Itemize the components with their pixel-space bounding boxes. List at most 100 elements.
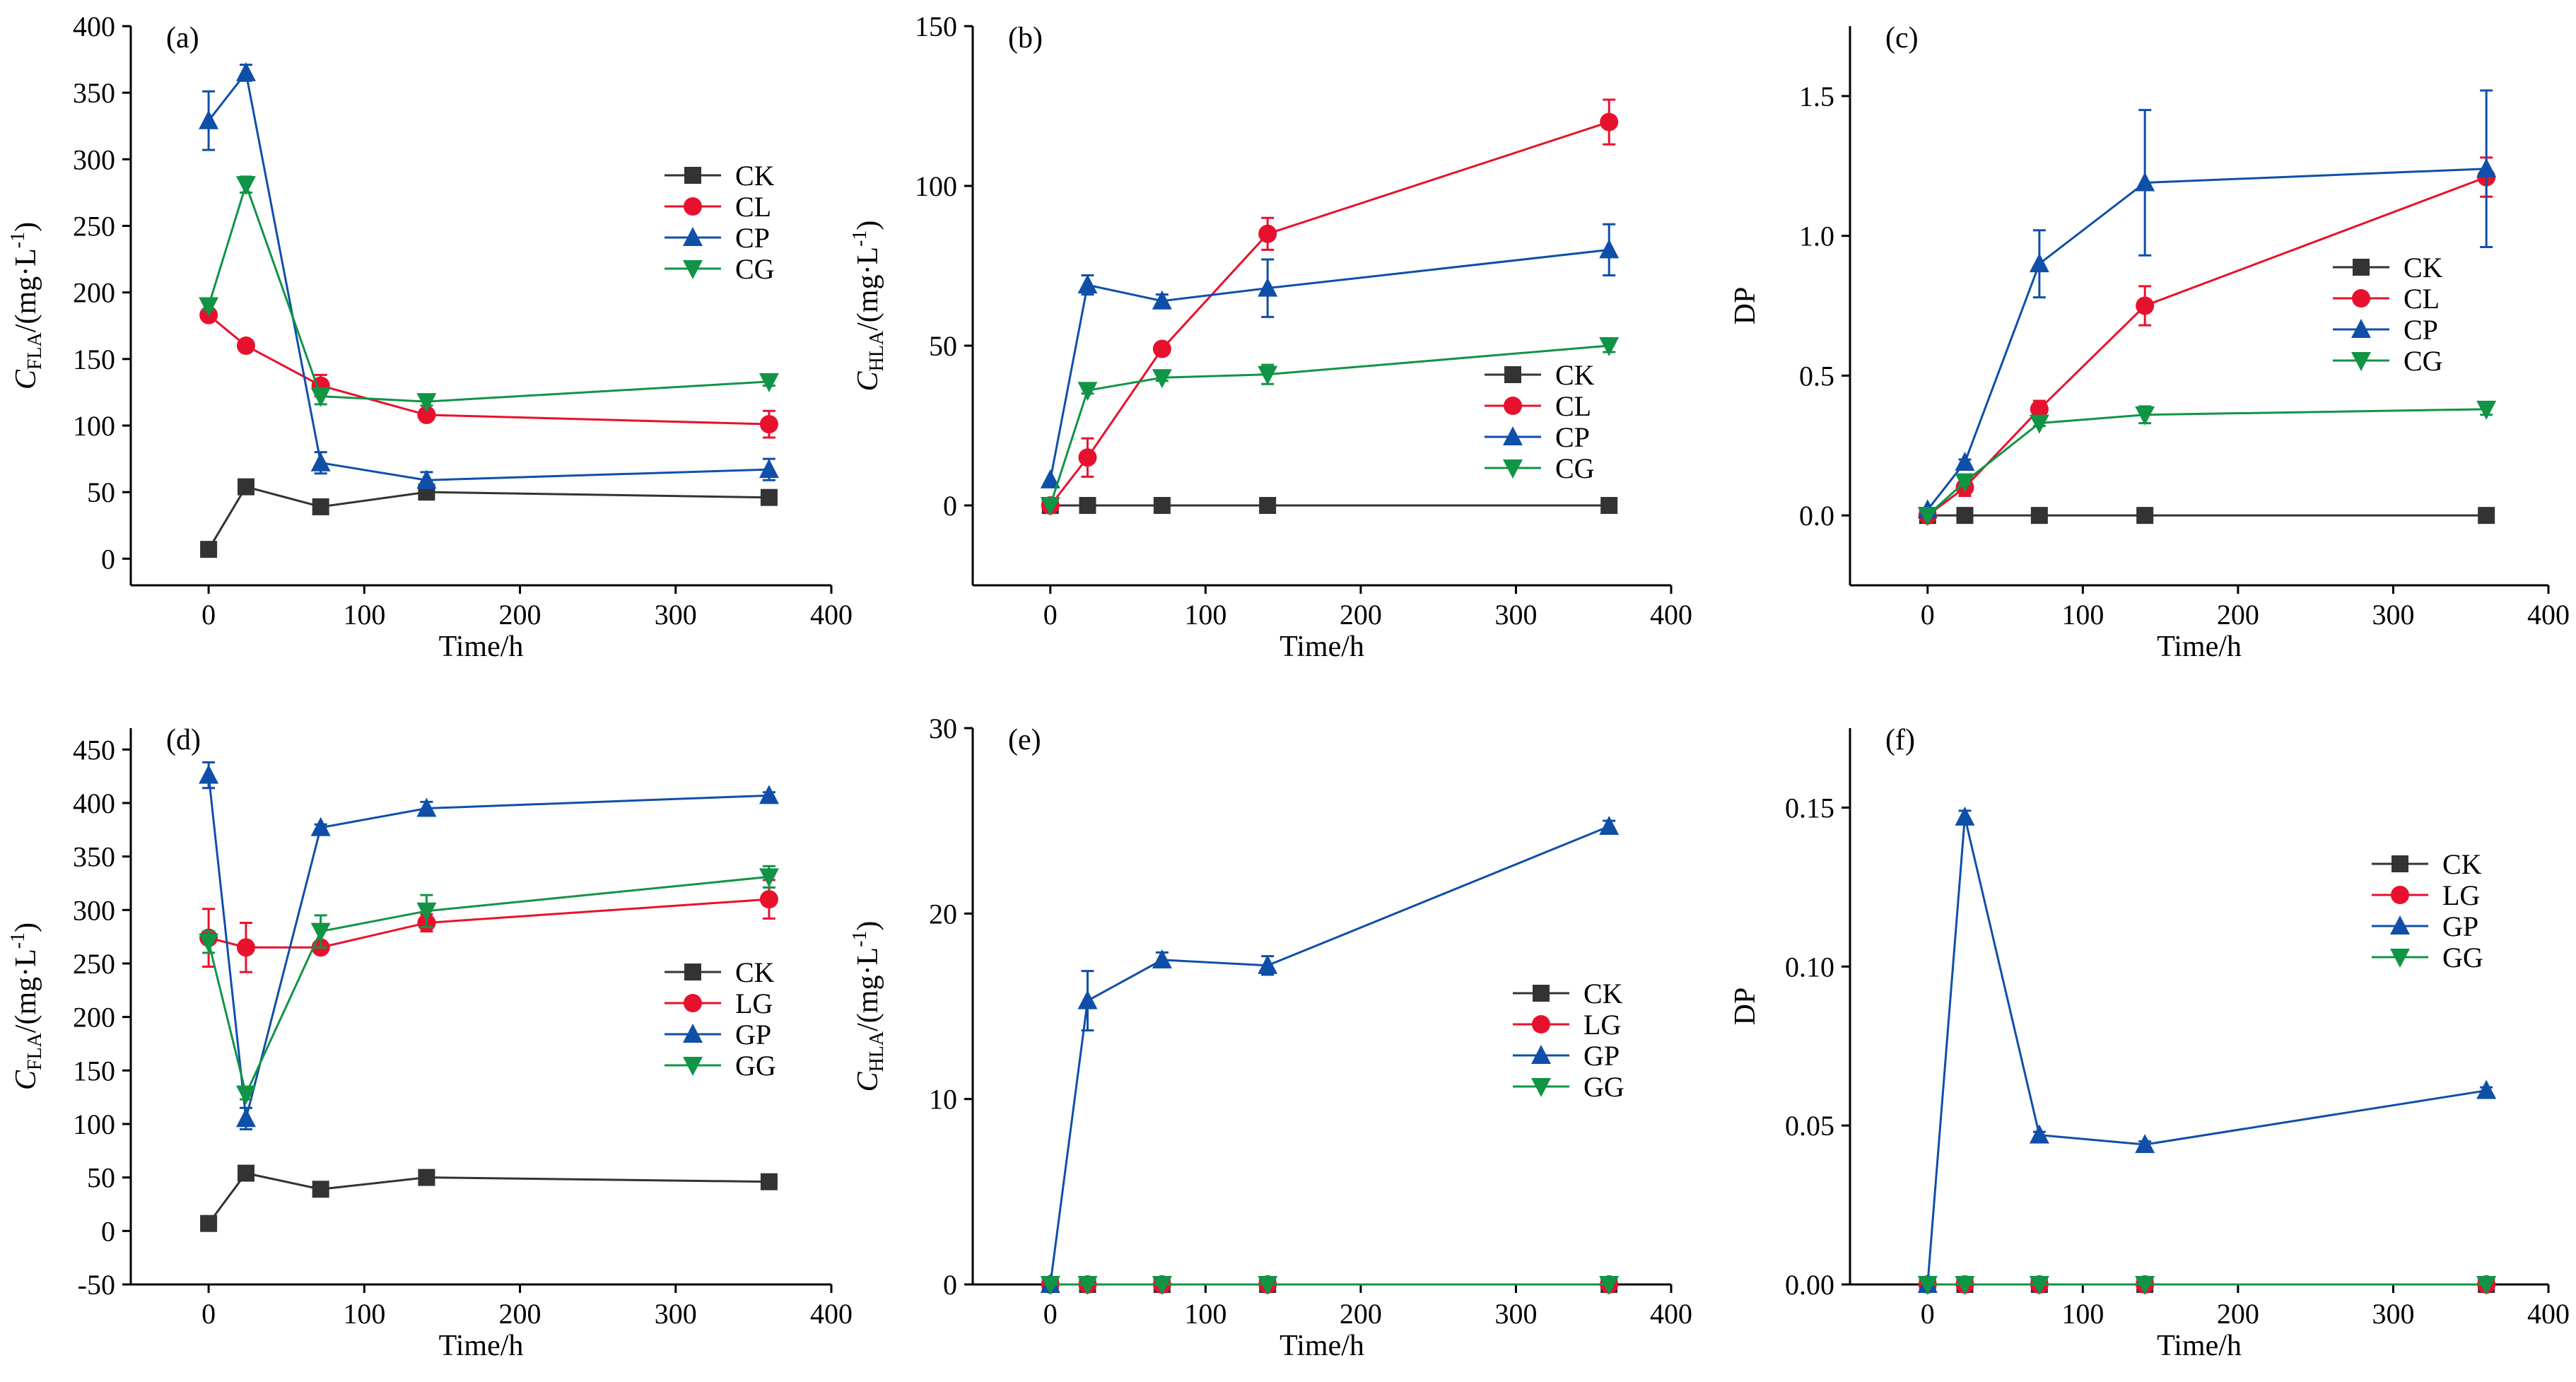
data-point-CL <box>1152 339 1171 358</box>
y-tick-label: 0 <box>943 1269 957 1301</box>
panel-label: (a) <box>166 22 199 54</box>
series-GP <box>199 761 779 1131</box>
series-CG <box>199 175 779 413</box>
data-point-GG <box>1258 1276 1278 1295</box>
data-point-GP <box>2135 1134 2155 1154</box>
x-tick-label: 100 <box>343 599 385 631</box>
y-tick-label: 0 <box>101 543 115 575</box>
legend-marker-GP <box>1531 1045 1551 1064</box>
y-tick-label: 300 <box>73 894 115 926</box>
x-axis-label: Time/h <box>2157 631 2242 663</box>
y-tick-label: 250 <box>73 211 115 242</box>
y-tick-label: 100 <box>915 170 957 202</box>
series-line-CG <box>207 181 769 403</box>
legend-label-GP: GP <box>1583 1040 1620 1072</box>
series-CL <box>199 305 778 439</box>
x-tick-label: 400 <box>2527 599 2570 631</box>
y-tick-label: 0.15 <box>1785 792 1834 824</box>
legend-label-CP: CP <box>735 222 770 254</box>
data-point-CP <box>1599 239 1620 259</box>
x-tick-label: 0 <box>1043 599 1058 631</box>
data-point-CP <box>759 459 779 479</box>
legend-label-GP: GP <box>2442 910 2478 942</box>
data-point-GP <box>2476 1079 2497 1099</box>
x-tick-label: 300 <box>655 599 697 631</box>
data-point-CL <box>1258 224 1277 243</box>
data-point-CG <box>1955 473 1975 493</box>
data-point-CL <box>759 415 778 434</box>
panel-label: (c) <box>1885 22 1919 54</box>
y-tick-label: 0.0 <box>1799 500 1834 532</box>
series-line-CG <box>1049 344 1610 506</box>
x-tick-label: 100 <box>1184 599 1226 631</box>
data-point-CP <box>235 62 256 81</box>
legend-marker-CP <box>2351 319 2371 338</box>
series-CK <box>200 1164 778 1232</box>
series-line-GG <box>207 875 770 1098</box>
series-GP <box>1917 806 2497 1293</box>
data-point-CG <box>416 393 437 413</box>
data-point-CK <box>1600 497 1618 514</box>
y-tick-label: 350 <box>73 77 115 109</box>
series-line-CL <box>1926 176 2487 517</box>
legend-label-CK: CK <box>735 160 775 192</box>
y-tick-label: 400 <box>73 11 115 42</box>
data-point-CP <box>2029 253 2049 273</box>
data-point-CK <box>1153 497 1171 514</box>
y-tick-label: 50 <box>87 1162 115 1194</box>
data-point-CG <box>1040 497 1060 516</box>
y-tick-label: 400 <box>73 787 115 819</box>
data-point-GP <box>235 1108 256 1128</box>
data-point-CP <box>2135 172 2155 192</box>
chart-panel-d: 0 100 200 300 400 -50 0 50 100 150 200 250 300 350 400… <box>7 724 853 1362</box>
y-tick-label: 0.00 <box>1785 1269 1834 1301</box>
x-axis-label: Time/h <box>439 631 524 663</box>
legend-label-CK: CK <box>2404 252 2443 283</box>
x-tick-label: 300 <box>1494 1298 1537 1330</box>
y-tick-label: 350 <box>73 841 115 873</box>
data-point-CP <box>1258 277 1278 297</box>
data-point-GP <box>1258 954 1278 974</box>
data-point-CK <box>1079 497 1096 514</box>
x-axis-label: Time/h <box>2157 1330 2242 1362</box>
legend-label-CG: CG <box>735 253 775 285</box>
panel-label: (d) <box>166 724 201 756</box>
x-tick-label: 200 <box>1340 1298 1382 1330</box>
panel-label: (b) <box>1008 22 1043 54</box>
legend-label-LG: LG <box>1583 1009 1621 1041</box>
legend-label-GP: GP <box>735 1019 771 1050</box>
x-tick-label: 0 <box>1921 1298 1935 1330</box>
x-tick-label: 0 <box>201 599 216 631</box>
x-tick-label: 200 <box>499 1298 541 1330</box>
data-point-CK <box>237 1164 254 1182</box>
data-point-GG <box>1152 1276 1172 1295</box>
data-point-CG <box>1077 382 1098 402</box>
chart-panel-b: 0 100 200 300 400 0 50 100 150 (b) Time/h CHLA/(mg·… <box>849 11 1692 663</box>
y-tick-label: 50 <box>87 476 115 508</box>
data-point-CG <box>235 176 256 196</box>
series-GP <box>1040 816 1620 1293</box>
data-point-CK <box>1956 507 1974 525</box>
data-point-CK <box>2136 507 2154 525</box>
x-tick-label: 400 <box>1650 1298 1692 1330</box>
legend-marker-LG <box>2391 886 2409 904</box>
data-point-CK <box>2030 507 2048 525</box>
legend-marker-LG <box>684 994 702 1012</box>
x-axis-label: Time/h <box>1280 631 1364 663</box>
legend-marker-CK <box>1504 366 1521 383</box>
series-line-CK <box>207 1171 769 1224</box>
legend-label-CG: CG <box>2404 345 2443 377</box>
y-tick-label: 250 <box>73 948 115 980</box>
series-CK <box>200 478 778 558</box>
data-point-CK <box>237 478 254 496</box>
y-tick-label: 150 <box>73 344 115 375</box>
x-axis-label: Time/h <box>439 1330 524 1362</box>
legend-marker-CP <box>1503 426 1523 445</box>
x-tick-label: 0 <box>201 1298 216 1330</box>
legend-marker-GG <box>683 1057 703 1076</box>
x-tick-label: 200 <box>1340 599 1382 631</box>
